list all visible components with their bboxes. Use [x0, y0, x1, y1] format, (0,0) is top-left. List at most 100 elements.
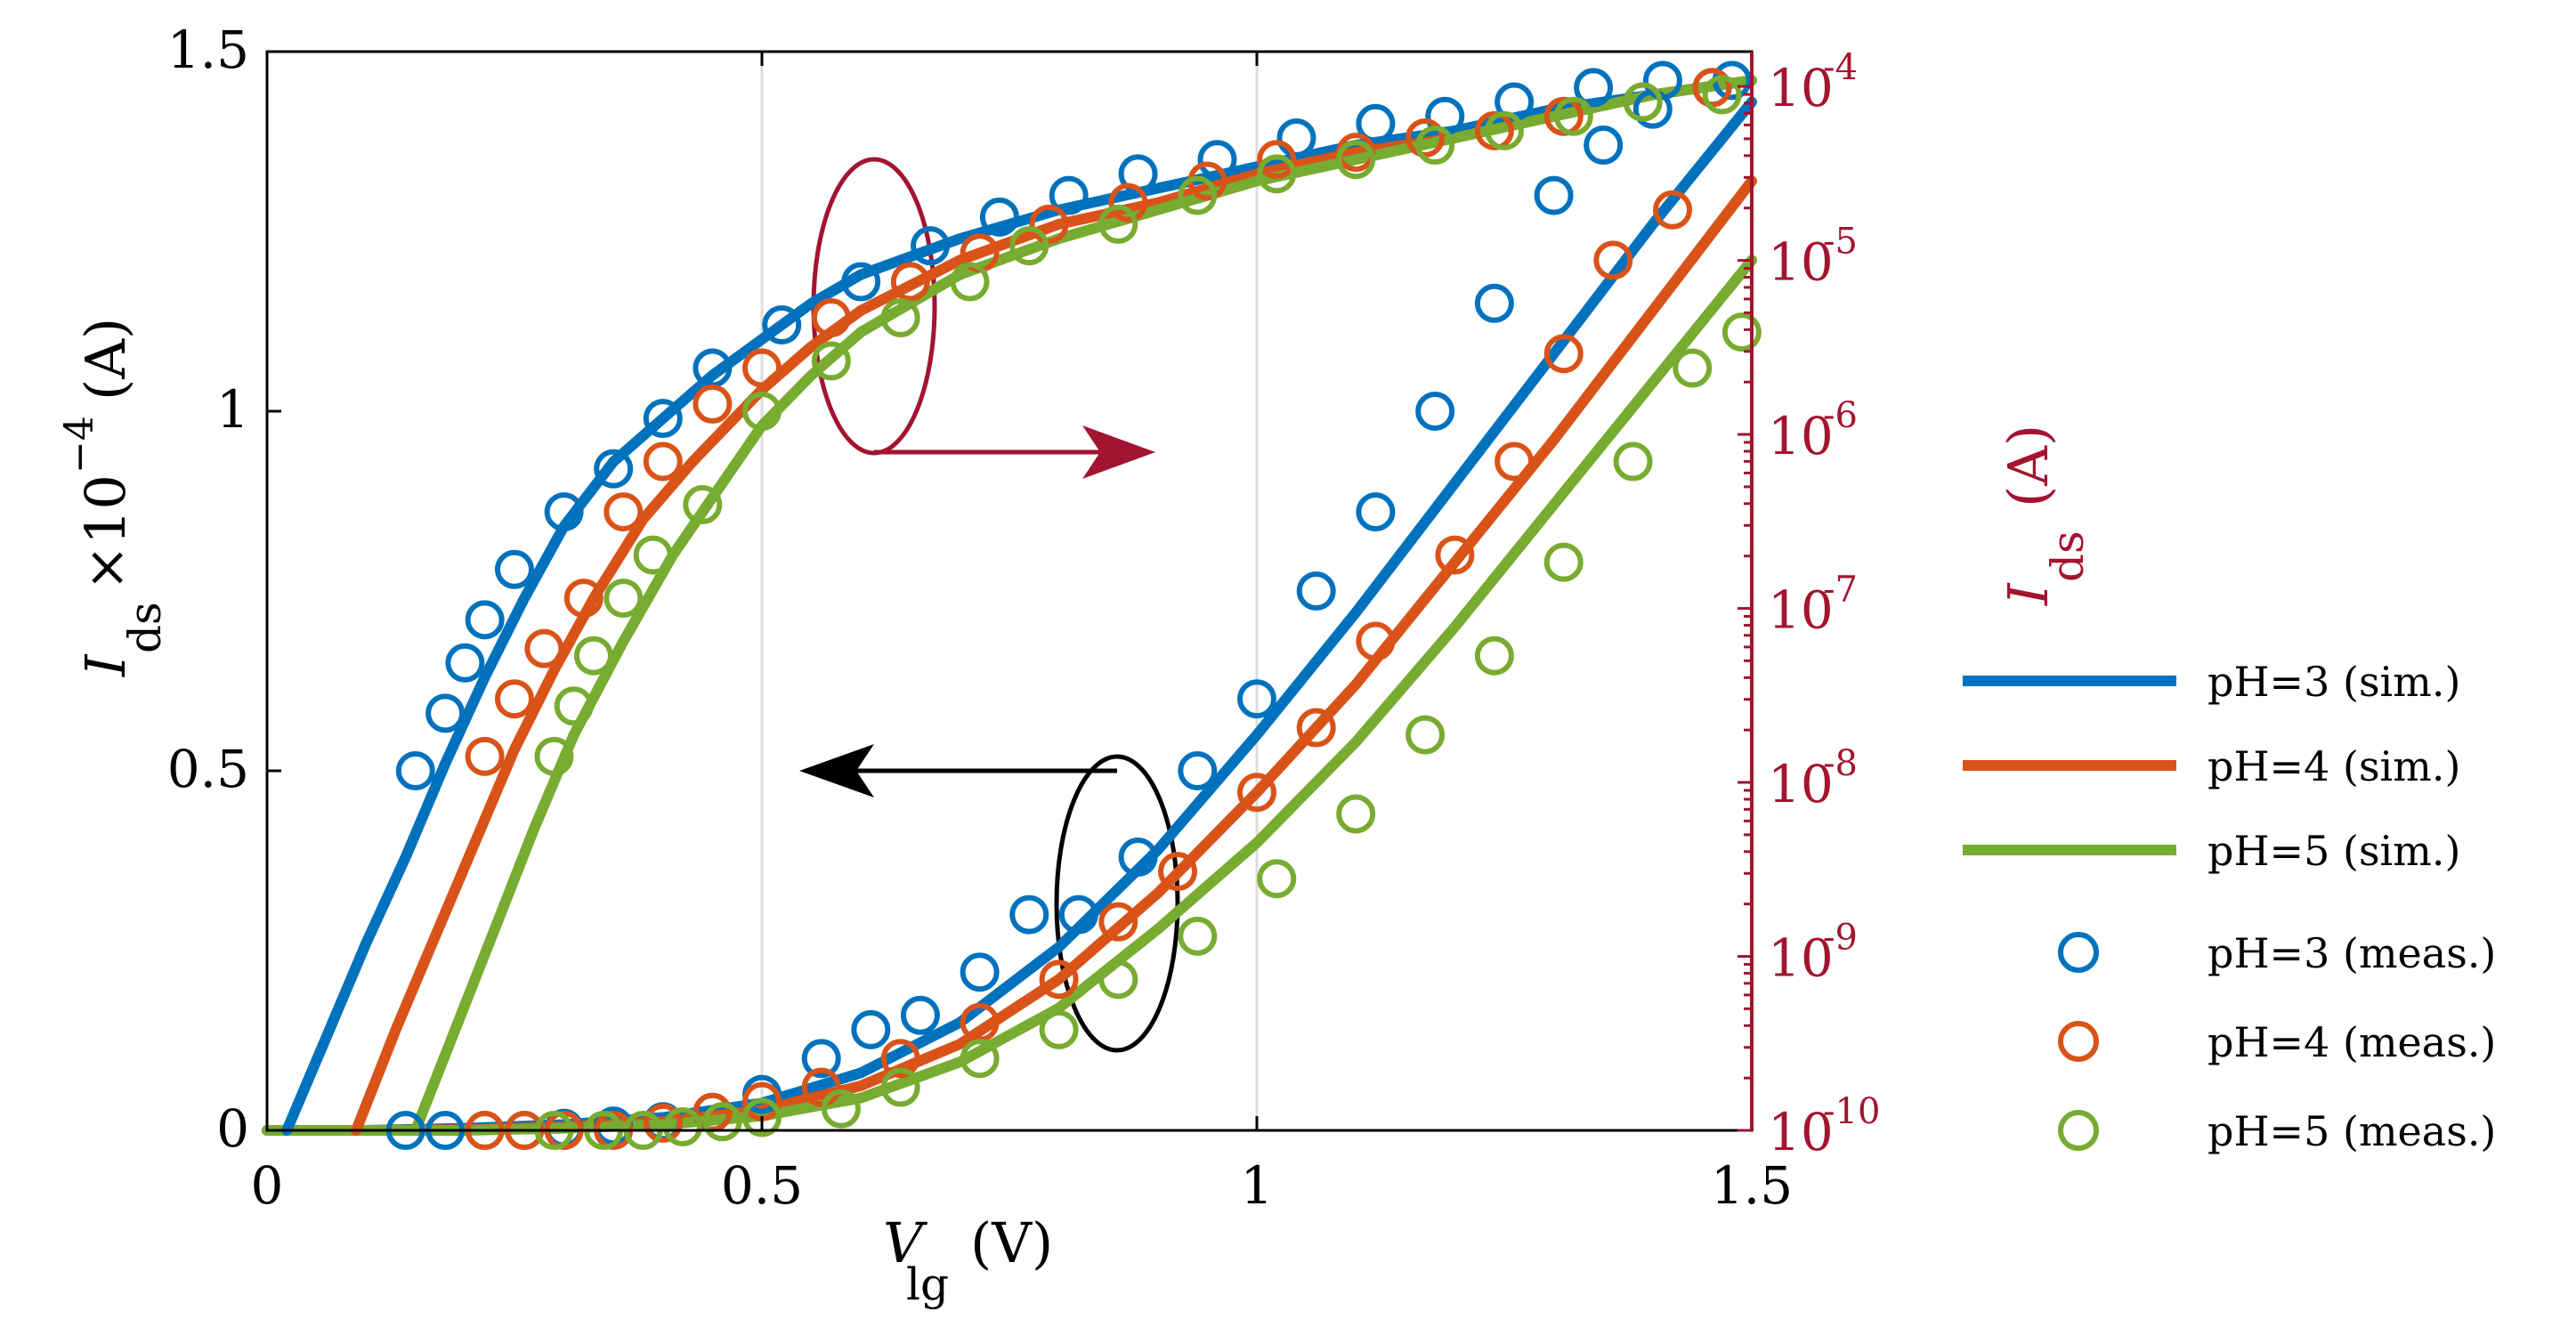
linear-meas-point-ph4 — [1593, 240, 1633, 280]
log-meas-point-ph5 — [534, 736, 574, 776]
log-sim-curve-ph5 — [409, 75, 1757, 1136]
right-tick-exponent: -6 — [1823, 395, 1858, 436]
log-meas-point-ph3 — [1642, 61, 1682, 101]
linear-meas-point-ph4 — [1653, 190, 1693, 230]
right-tick-exponent: -10 — [1823, 1091, 1880, 1132]
linear-meas-point-ph3 — [1178, 751, 1218, 790]
linear-meas-point-ph3 — [1474, 283, 1514, 323]
log-meas-point-ph5 — [880, 297, 920, 337]
log-meas-point-ph4 — [603, 492, 644, 532]
linear-meas-point-ph5 — [960, 1039, 1000, 1079]
right-tick-exponent: -5 — [1823, 222, 1858, 263]
x-tick-label: 0 — [251, 1155, 284, 1216]
log-meas-point-ph5 — [1623, 82, 1663, 122]
log-meas-point-ph5 — [950, 262, 990, 302]
legend-item-ph5_sim: pH=5 (sim.) — [1963, 827, 2460, 875]
linear-meas-point-ph5 — [1613, 441, 1653, 482]
linear-meas-point-ph4 — [643, 1103, 683, 1143]
legend-marker-ph4 — [2058, 1021, 2099, 1062]
right-tick-exponent: -4 — [1823, 47, 1858, 88]
log-meas-point-ph5 — [1098, 204, 1138, 244]
linear-meas-point-ph4 — [1039, 959, 1079, 1000]
series-layer — [262, 61, 1762, 1150]
log-meas-point-ph3 — [1574, 68, 1614, 108]
log-meas-point-ph4 — [643, 441, 683, 482]
right-tick-exponent: -9 — [1823, 918, 1858, 959]
x-tick-label: 1 — [1241, 1155, 1274, 1216]
left-axis: 0 0.5 1 1.5 — [167, 20, 281, 1159]
legend-item-ph3_sim: pH=3 (sim.) — [1963, 658, 2460, 706]
log-meas-point-ph3 — [465, 600, 505, 640]
log-meas-point-ph3 — [1356, 103, 1396, 143]
linear-meas-point-ph3 — [900, 995, 940, 1035]
legend-label: pH=4 (sim.) — [2207, 742, 2460, 790]
right-tick-base: 10 — [1768, 406, 1834, 466]
log-meas-point-ph4 — [1405, 117, 1446, 158]
linear-meas-point-ph3 — [1058, 895, 1098, 935]
log-meas-point-ph5 — [1702, 75, 1742, 115]
linear-meas-point-ph5 — [702, 1102, 742, 1142]
linear-meas-point-ph3 — [1009, 895, 1049, 935]
log-meas-point-ph4 — [524, 628, 564, 668]
right-tick-label: 10-9 — [1768, 918, 1858, 989]
grid-lines — [760, 52, 1259, 1130]
legend-marker-ph5 — [2058, 1110, 2099, 1151]
legend-label: pH=4 (meas.) — [2207, 1018, 2496, 1066]
linear-meas-point-ph5 — [663, 1106, 703, 1146]
linear-meas-point-ph3 — [1356, 492, 1396, 532]
plot-frame — [265, 50, 1754, 1132]
log-meas-point-ph5 — [1257, 154, 1297, 194]
linear-meas-point-ph4 — [801, 1067, 841, 1107]
log-meas-point-ph4 — [563, 579, 603, 619]
log-meas-point-ph4 — [495, 679, 534, 719]
legend-label: pH=5 (sim.) — [2207, 827, 2460, 875]
right-tick-label: 10-4 — [1768, 47, 1858, 118]
log-meas-point-ph4 — [465, 736, 505, 776]
x-axis-label-symbol: V — [883, 1210, 928, 1275]
log-meas-point-ph5 — [603, 579, 644, 619]
linear-meas-point-ph3 — [1415, 392, 1455, 431]
legend-marker-ph3 — [2058, 932, 2099, 973]
log-meas-point-ph3 — [762, 305, 802, 345]
linear-meas-point-ph5 — [1543, 542, 1584, 582]
log-meas-point-ph3 — [643, 399, 683, 439]
log-meas-point-ph5 — [633, 535, 673, 575]
right-tick-label: 10-8 — [1768, 743, 1858, 814]
left-axis-label-unit: (A) — [73, 318, 138, 401]
log-meas-point-ph3 — [495, 549, 534, 589]
linear-meas-point-ph5 — [742, 1097, 782, 1138]
linear-meas-point-ph5 — [1474, 636, 1514, 676]
linear-meas-point-ph3 — [1118, 837, 1158, 877]
right-axis-label-subscript: ds — [2042, 530, 2094, 582]
log-meas-point-ph3 — [445, 643, 485, 683]
left-axis-label: I ds ×10 −4 (A) — [57, 318, 171, 677]
log-meas-point-ph5 — [1485, 110, 1524, 150]
linear-meas-point-ph4 — [1296, 708, 1336, 748]
linear-meas-point-ph5 — [880, 1067, 920, 1107]
left-axis-label-subscript: ds — [119, 602, 171, 653]
log-meas-point-ph3 — [425, 693, 466, 733]
log-meas-point-ph3 — [979, 197, 1019, 237]
left-axis-label-multiplier: ×10 — [73, 474, 138, 591]
log-meas-point-ph4 — [1692, 68, 1732, 108]
log-meas-point-ph3 — [911, 226, 951, 266]
annotations — [799, 157, 1180, 1053]
legend-label: pH=5 (meas.) — [2207, 1107, 2496, 1155]
linear-meas-point-ph4 — [1098, 902, 1138, 942]
linear-meas-point-ph3 — [1534, 175, 1574, 215]
right-axis-label-unit: (A) — [1996, 425, 2061, 507]
linear-meas-point-ph4 — [1158, 852, 1198, 892]
log-meas-point-ph4 — [1029, 204, 1069, 244]
log-meas-point-ph5 — [1178, 175, 1218, 215]
log-sim-curve-ph3 — [281, 75, 1757, 1136]
log-meas-point-ph5 — [1336, 140, 1376, 180]
linear-meas-point-ph5 — [1257, 859, 1297, 899]
x-tick-label: 1.5 — [1711, 1155, 1793, 1216]
linear-meas-point-ph4 — [1237, 773, 1276, 813]
linear-meas-point-ph3 — [1296, 571, 1336, 611]
right-tick-base: 10 — [1768, 58, 1834, 118]
legend-item-ph4_sim: pH=4 (sim.) — [1963, 742, 2460, 790]
linear-meas-point-ph5 — [1673, 348, 1713, 388]
linear-meas-point-ph5 — [1039, 1009, 1079, 1049]
